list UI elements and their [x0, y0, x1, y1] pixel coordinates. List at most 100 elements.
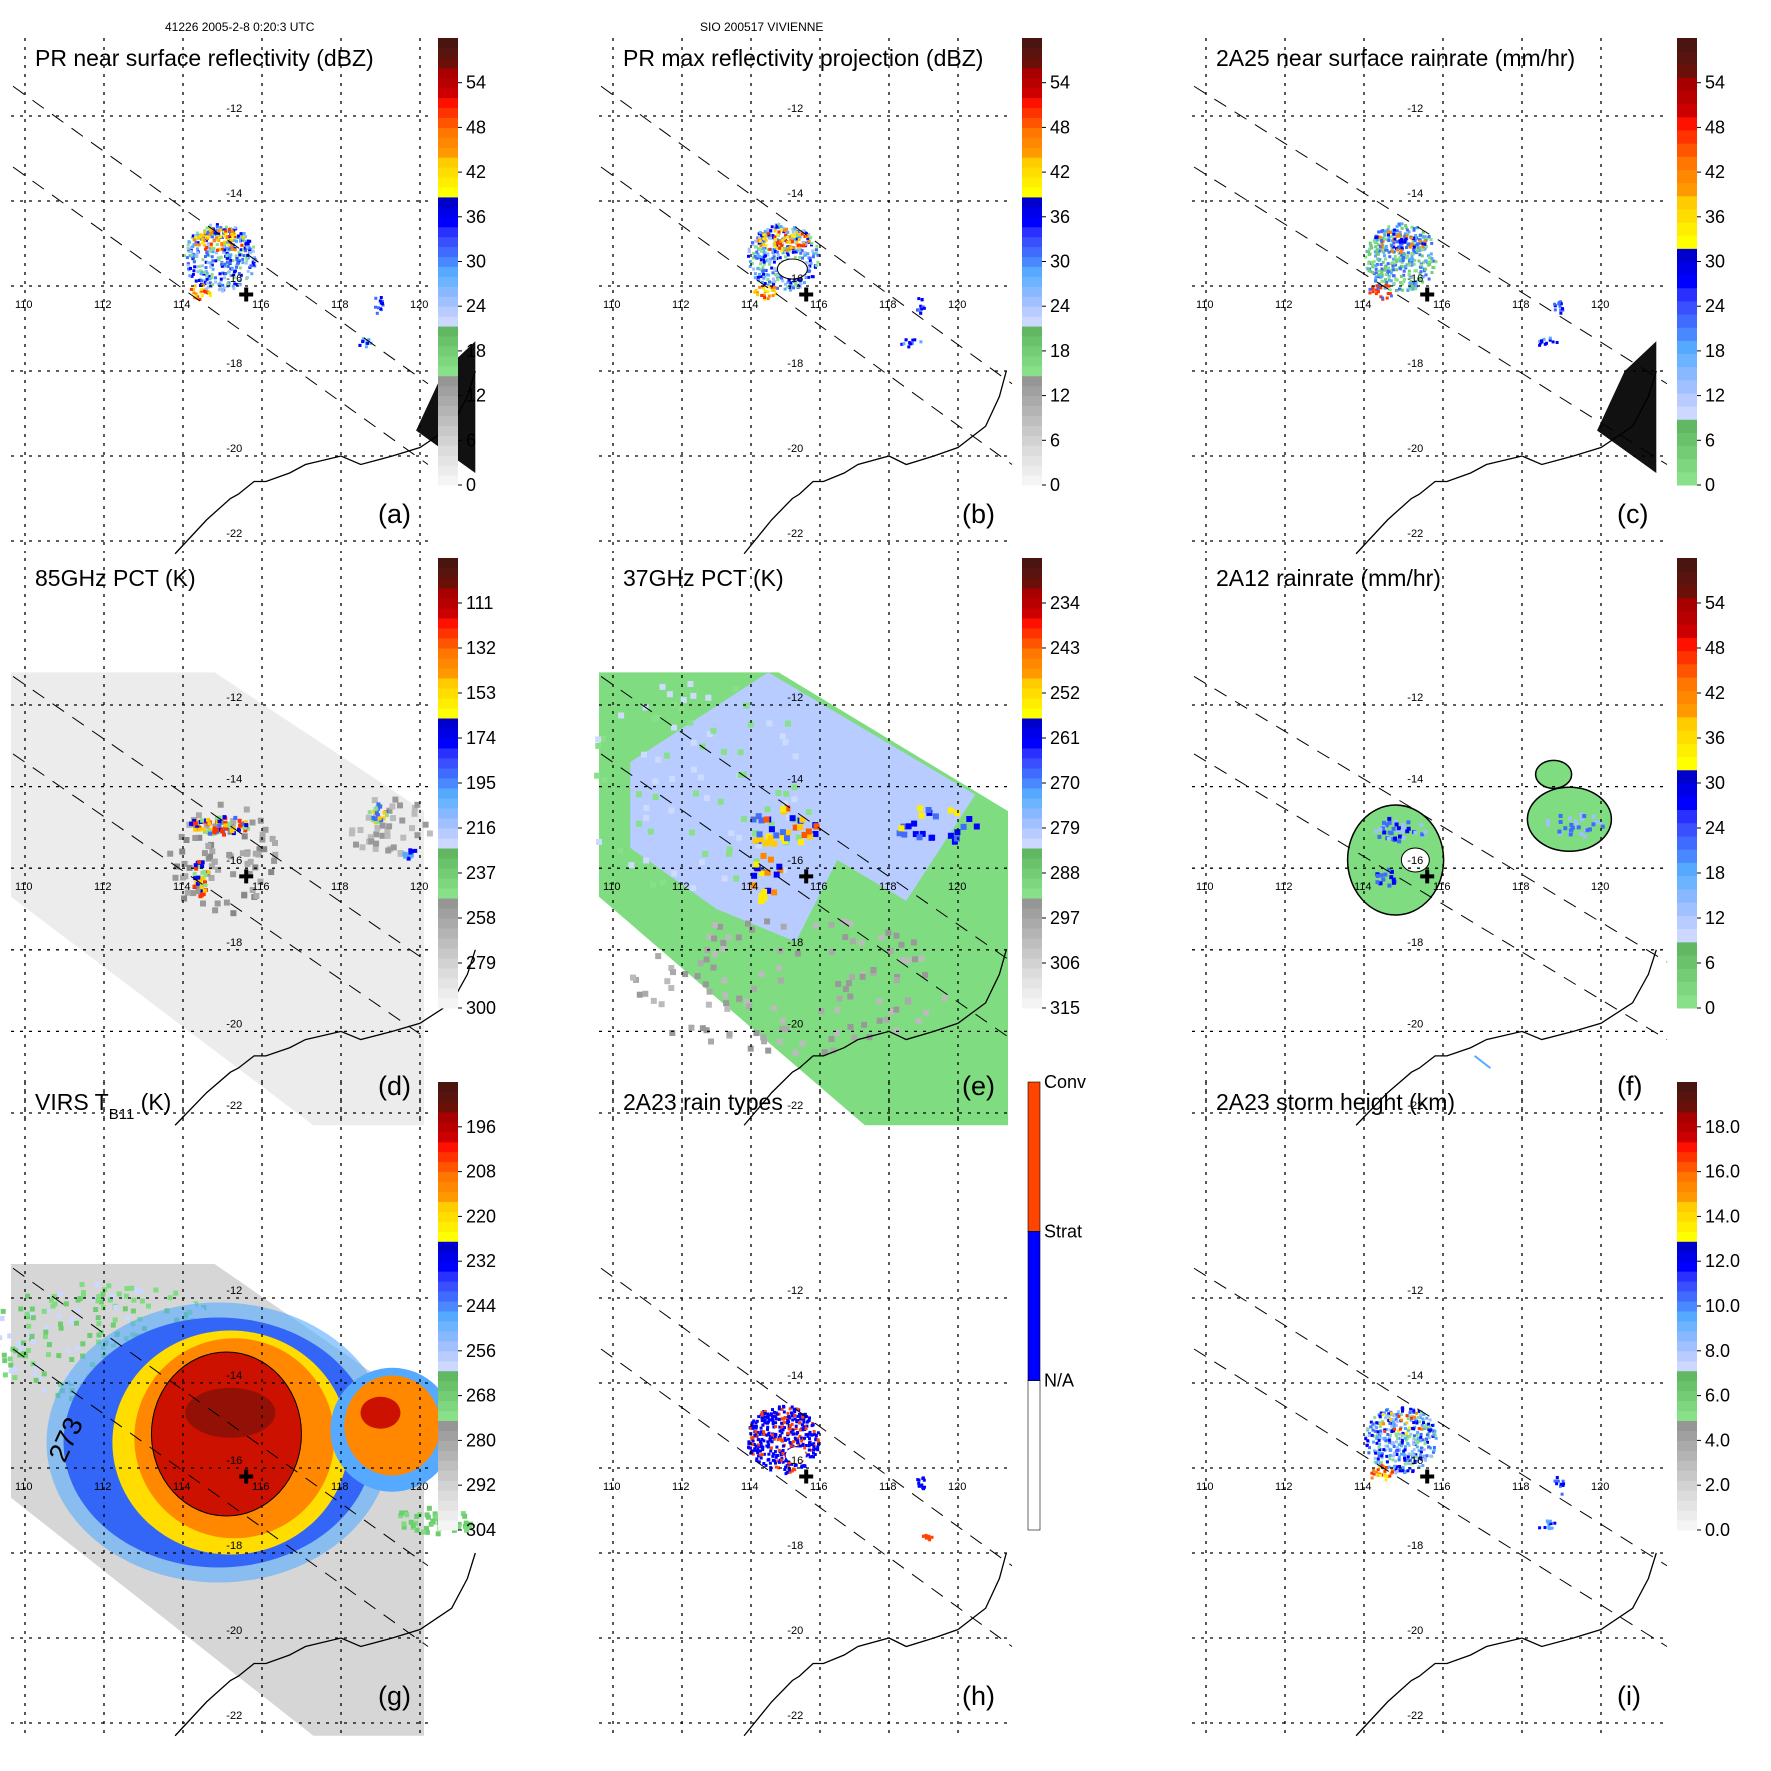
data-pixel — [1414, 237, 1417, 240]
data-pixel — [898, 941, 905, 948]
colorbar-segment — [1677, 955, 1697, 969]
data-pixel — [194, 821, 198, 826]
colorbar-segment — [438, 117, 458, 128]
data-pixel — [43, 1329, 49, 1335]
data-pixel — [1405, 1432, 1409, 1436]
data-pixel — [1376, 235, 1380, 239]
colorbar-segment — [1022, 838, 1042, 849]
data-pixel — [775, 242, 779, 246]
data-pixel — [785, 248, 789, 252]
data-pixel — [230, 818, 237, 825]
data-pixel — [763, 1419, 767, 1423]
data-pixel — [816, 253, 820, 257]
data-pixel — [1399, 248, 1403, 252]
data-pixel — [671, 724, 677, 731]
lon-tick-label: 120 — [948, 1481, 966, 1493]
data-pixel — [1372, 1434, 1376, 1438]
data-pixel — [766, 273, 770, 277]
colorbar-tick-label: 153 — [466, 683, 496, 703]
colorbar-tick-label: 288 — [1050, 863, 1080, 883]
data-pixel — [244, 823, 249, 828]
data-pixel — [785, 1470, 789, 1474]
colorbar-segment — [1022, 888, 1042, 899]
data-pixel — [1388, 1428, 1392, 1432]
data-pixel — [230, 229, 234, 233]
data-pixel — [790, 1441, 794, 1445]
data-pixel — [193, 254, 197, 258]
colorbar-segment — [1677, 274, 1697, 289]
data-pixel — [366, 341, 370, 345]
data-pixel — [219, 827, 223, 832]
data-pixel — [786, 230, 790, 234]
data-pixel — [1407, 273, 1411, 276]
data-pixel — [780, 1458, 784, 1462]
data-pixel — [1432, 1446, 1436, 1449]
colorbar-tick-label: 30 — [466, 252, 486, 272]
data-pixel — [252, 850, 259, 857]
data-pixel — [800, 1439, 804, 1443]
colorbar-tick-label: 6 — [1705, 430, 1715, 450]
data-pixel — [740, 771, 747, 778]
data-pixel — [1401, 826, 1406, 831]
data-pixel — [767, 262, 771, 266]
colorbar-segment — [1677, 1221, 1697, 1232]
data-pixel — [1392, 261, 1396, 265]
colorbar-segment — [1677, 1420, 1697, 1431]
colorbar-tick-label: 54 — [466, 73, 486, 93]
data-pixel — [1374, 245, 1378, 249]
data-pixel — [770, 288, 774, 292]
storm-center-marker — [1420, 1469, 1435, 1484]
data-pixel — [918, 955, 925, 962]
data-pixel — [753, 1433, 757, 1437]
colorbar-segment — [1022, 808, 1042, 819]
colorbar-tick-label: 6.0 — [1705, 1386, 1730, 1406]
data-pixel — [1386, 1414, 1390, 1418]
data-pixel — [816, 1445, 820, 1449]
lat-tick-label: -12 — [787, 103, 803, 115]
data-pixel — [189, 266, 192, 270]
data-pixel — [379, 832, 386, 839]
lat-tick-label: -12 — [787, 1285, 803, 1297]
data-pixel — [1389, 271, 1393, 275]
colorbar-tick-label: 24 — [1705, 296, 1725, 316]
data-pixel — [223, 242, 227, 246]
data-pixel — [406, 856, 411, 861]
data-pixel — [56, 1353, 62, 1359]
data-pixel — [764, 254, 767, 258]
lon-tick-label: 118 — [879, 299, 897, 311]
data-pixel — [204, 280, 208, 284]
data-pixel — [807, 275, 811, 279]
lat-tick-label: -22 — [787, 1710, 803, 1722]
data-pixel — [1387, 883, 1392, 888]
data-pixel — [756, 293, 760, 296]
data-pixel — [794, 1427, 798, 1431]
data-pixel — [923, 1009, 930, 1016]
data-pixel — [788, 1441, 792, 1444]
lon-tick-label: 112 — [94, 299, 112, 311]
colorbar-segment — [1677, 928, 1697, 943]
lon-tick-label: 112 — [1275, 1481, 1293, 1493]
data-pixel — [660, 879, 666, 886]
data-pixel — [803, 281, 806, 285]
data-pixel — [129, 1285, 135, 1291]
data-pixel — [1416, 1440, 1420, 1444]
data-pixel — [842, 934, 849, 941]
data-pixel — [1374, 236, 1378, 240]
data-pixel — [769, 229, 773, 233]
data-pixel — [876, 1017, 883, 1024]
data-pixel — [240, 243, 244, 247]
data-pixel — [203, 230, 207, 234]
data-pixel — [397, 850, 404, 856]
data-pixel — [196, 864, 201, 869]
data-pixel — [803, 1412, 807, 1416]
data-pixel — [757, 1460, 761, 1464]
data-pixel — [1388, 1457, 1392, 1461]
data-pixel — [210, 255, 214, 259]
data-pixel — [768, 826, 775, 833]
data-pixel — [233, 269, 237, 273]
data-pixel — [1414, 1455, 1418, 1459]
colorbar-segment — [1022, 296, 1042, 307]
pr-swath-edge-south — [1193, 166, 1668, 465]
data-pixel — [1553, 302, 1557, 306]
